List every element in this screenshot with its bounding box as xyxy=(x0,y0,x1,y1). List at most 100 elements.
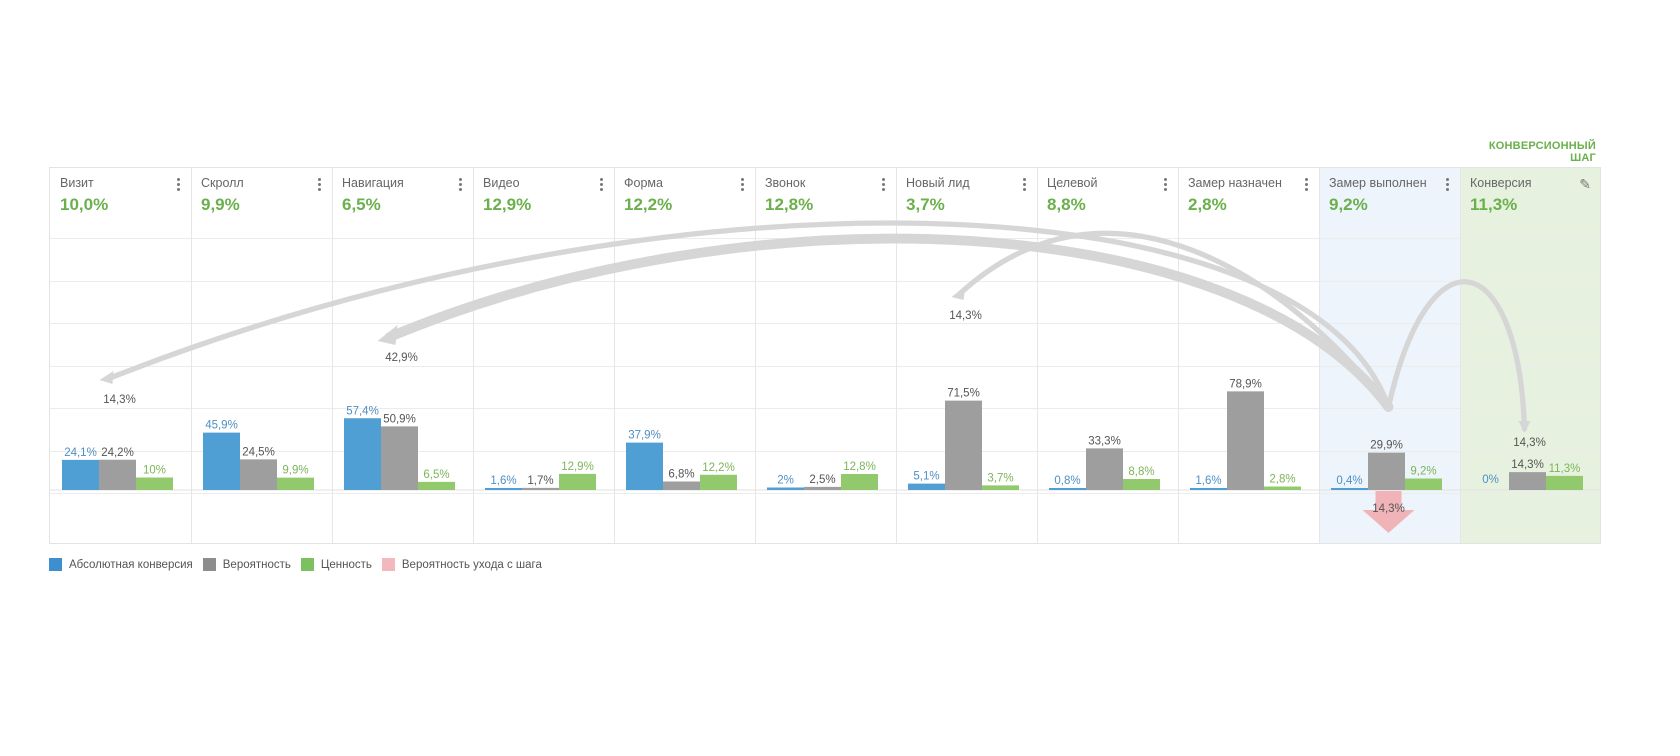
step-value: 3,7% xyxy=(906,195,945,214)
transition-label: 14,3% xyxy=(1513,437,1546,449)
chart-legend: Абсолютная конверсия Вероятность Ценность В… xyxy=(49,558,552,571)
step-name: Замер выполнен xyxy=(1329,176,1427,190)
step-name: Видео xyxy=(483,176,520,190)
bar-probability-label: 71,5% xyxy=(947,388,980,400)
step-value: 8,8% xyxy=(1047,195,1086,214)
more-menu-icon[interactable] xyxy=(1444,177,1450,193)
flow-to-conversion-head xyxy=(1518,421,1531,433)
step-header: Визит 10,0% xyxy=(50,168,191,238)
bar-value-label: 11,3% xyxy=(1549,463,1581,475)
step-name: Звонок xyxy=(765,176,806,190)
step-header: Конверсия 11,3% ✎ xyxy=(1460,168,1601,238)
bar-absolute-conversion xyxy=(485,488,522,490)
column-divider xyxy=(1460,168,1461,543)
step-header: Видео 12,9% xyxy=(473,168,614,238)
bar-absolute-conversion-label: 45,9% xyxy=(205,420,238,432)
bar-probability-label: 29,9% xyxy=(1370,440,1403,452)
bar-absolute-conversion xyxy=(908,483,945,490)
column-divider xyxy=(473,168,474,543)
bar-absolute-conversion-label: 1,6% xyxy=(490,475,516,487)
legend-item: Вероятность ухода с шага xyxy=(381,558,542,571)
bar-probability xyxy=(522,487,559,490)
bar-probability xyxy=(1368,452,1405,490)
step-value: 10,0% xyxy=(60,195,109,214)
more-menu-icon[interactable] xyxy=(457,177,463,193)
bar-value-label: 12,2% xyxy=(702,462,735,474)
legend-item: Ценность xyxy=(300,558,372,571)
legend-swatch xyxy=(381,558,395,571)
flow-to-new-lead-head xyxy=(951,286,966,300)
more-menu-icon[interactable] xyxy=(1021,177,1027,193)
more-menu-icon[interactable] xyxy=(175,177,181,193)
transition-label: 14,3% xyxy=(103,394,136,406)
edit-pencil-icon[interactable]: ✎ xyxy=(1579,176,1591,192)
step-name: Целевой xyxy=(1047,176,1098,190)
step-name: Навигация xyxy=(342,176,404,190)
step-header: Целевой 8,8% xyxy=(1037,168,1178,238)
bar-absolute-conversion-label: 0% xyxy=(1482,474,1499,486)
more-menu-icon[interactable] xyxy=(1162,177,1168,193)
bar-absolute-conversion xyxy=(626,442,663,490)
bar-probability-label: 24,2% xyxy=(101,447,134,459)
bar-probability-label: 78,9% xyxy=(1229,378,1262,390)
step-name: Замер назначен xyxy=(1188,176,1282,190)
step-value: 12,8% xyxy=(765,195,814,214)
step-header: Новый лид 3,7% xyxy=(896,168,1037,238)
bar-absolute-conversion-label: 24,1% xyxy=(64,447,97,459)
step-value: 12,9% xyxy=(483,195,532,214)
step-name: Конверсия xyxy=(1470,176,1532,190)
bar-absolute-conversion xyxy=(767,487,804,490)
grid-line xyxy=(50,408,1600,409)
conversion-step-label: КОНВЕРСИОННЫЙ ШАГ xyxy=(1488,140,1596,164)
legend-label: Вероятность ухода с шага xyxy=(401,558,542,571)
legend-label: Вероятность xyxy=(222,558,291,571)
step-value: 12,2% xyxy=(624,195,673,214)
exit-arrow xyxy=(1362,491,1415,533)
column-divider xyxy=(332,168,333,543)
flow-to-visit xyxy=(104,220,1392,410)
legend-label: Абсолютная конверсия xyxy=(69,558,193,571)
flow-to-new-lead xyxy=(956,230,1392,410)
bar-absolute-conversion xyxy=(1049,488,1086,490)
flow-to-navigation xyxy=(384,233,1394,412)
step-name: Форма xyxy=(624,176,663,190)
column-divider xyxy=(1178,168,1179,543)
bar-absolute-conversion xyxy=(1190,488,1227,490)
step-header: Скролл 9,9% xyxy=(191,168,332,238)
more-menu-icon[interactable] xyxy=(880,177,886,193)
bar-probability xyxy=(99,459,136,490)
step-name: Визит xyxy=(60,176,94,190)
bar-absolute-conversion xyxy=(1331,488,1368,490)
bar-absolute-conversion xyxy=(62,459,99,490)
more-menu-icon[interactable] xyxy=(598,177,604,193)
column-divider xyxy=(191,168,192,543)
bar-probability-label: 6,8% xyxy=(668,469,694,481)
bar-probability xyxy=(663,481,700,490)
step-header: Замер назначен 2,8% xyxy=(1178,168,1319,238)
bar-value-label: 2,8% xyxy=(1269,474,1295,486)
legend-item: Вероятность xyxy=(202,558,291,571)
bar-value xyxy=(418,481,455,490)
step-value: 9,9% xyxy=(201,195,240,214)
transition-label: 42,9% xyxy=(385,352,418,364)
more-menu-icon[interactable] xyxy=(1303,177,1309,193)
column-divider xyxy=(896,168,897,543)
bar-value xyxy=(700,474,737,490)
bar-value xyxy=(277,477,314,490)
flow-to-visit-head xyxy=(99,371,114,384)
bar-probability-label: 2,5% xyxy=(809,474,835,486)
bar-value-label: 3,7% xyxy=(987,472,1013,484)
bar-value-label: 10% xyxy=(143,465,166,477)
bar-value-label: 9,9% xyxy=(282,465,308,477)
grid-line xyxy=(50,450,1600,452)
bar-probability xyxy=(1086,448,1123,490)
more-menu-icon[interactable] xyxy=(739,177,745,193)
step-header: Замер выполнен 9,2% xyxy=(1319,168,1460,238)
grid-line xyxy=(50,493,1600,494)
bar-probability-label: 14,3% xyxy=(1511,459,1544,471)
bar-absolute-conversion-label: 1,6% xyxy=(1195,475,1221,487)
more-menu-icon[interactable] xyxy=(316,177,322,193)
bar-absolute-conversion xyxy=(203,432,240,490)
bar-value-label: 8,8% xyxy=(1128,466,1154,478)
exit-probability-label: 14,3% xyxy=(1372,503,1405,515)
